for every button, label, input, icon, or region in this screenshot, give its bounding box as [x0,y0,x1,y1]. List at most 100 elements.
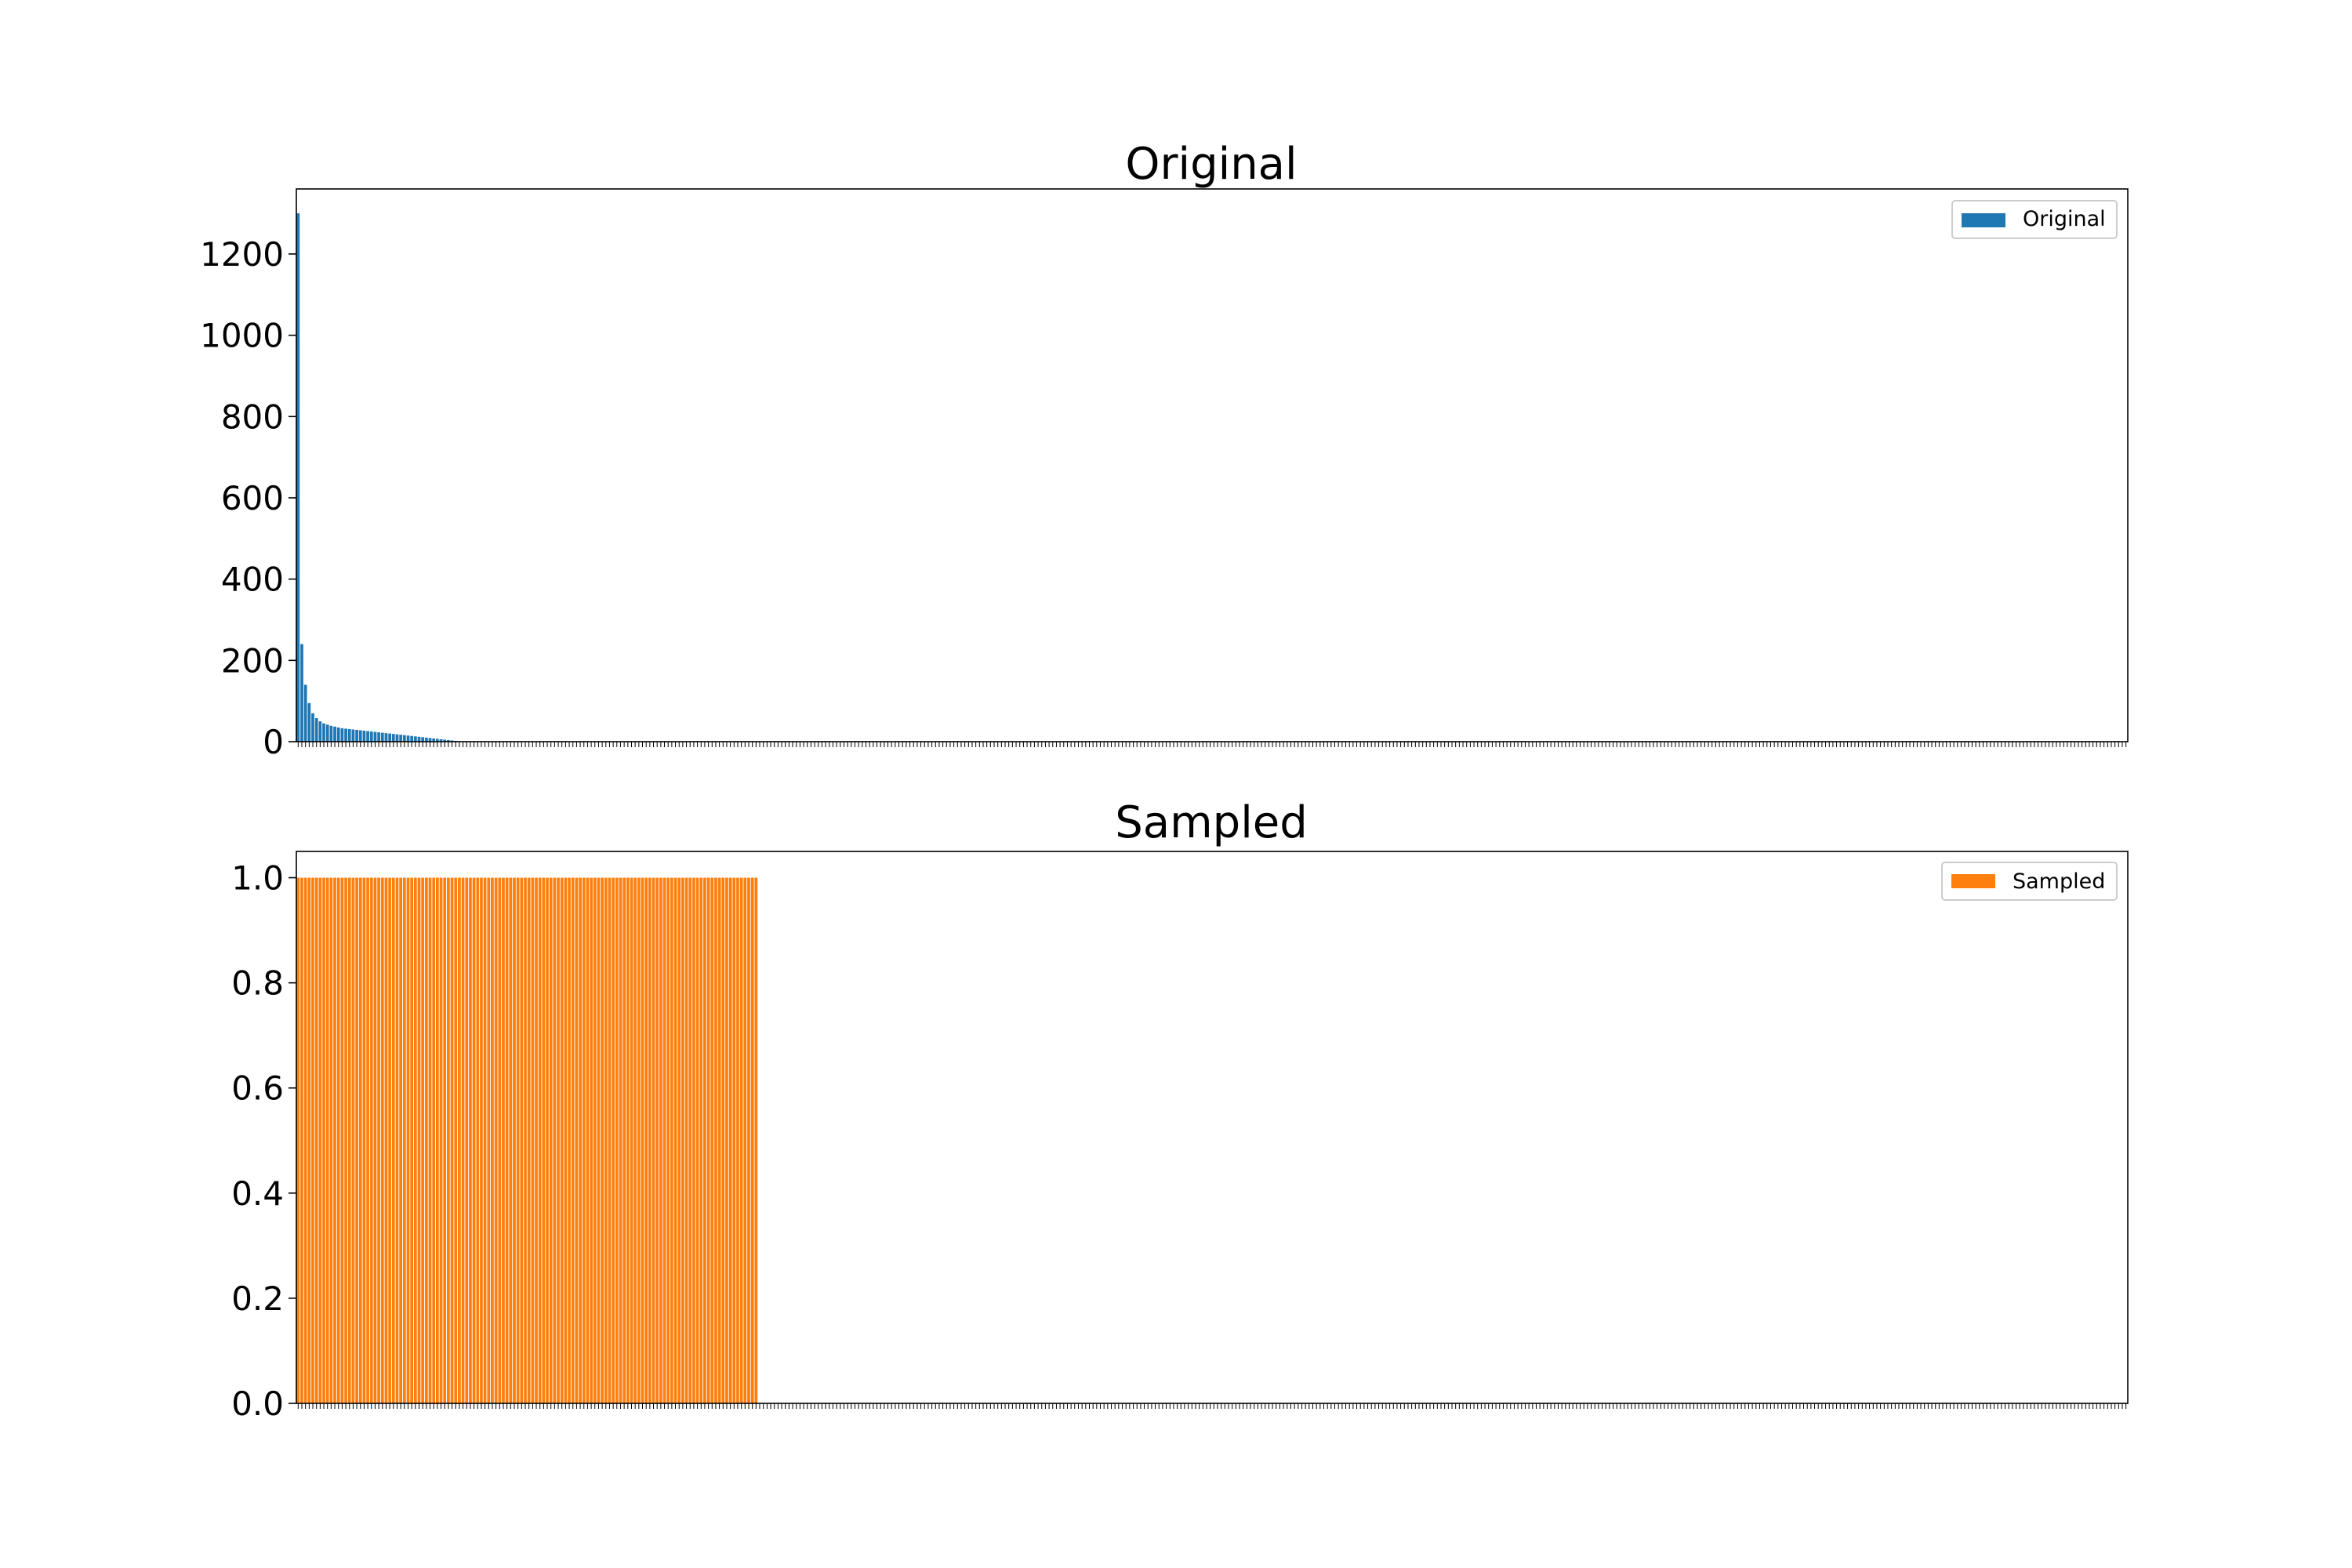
bar [303,684,307,742]
original-x-ticks [297,742,2127,747]
bar [366,877,369,1403]
original-legend: Original [1951,200,2118,239]
bar [670,877,673,1403]
bar [612,877,615,1403]
bar [494,877,498,1403]
bar [655,877,659,1403]
bar [469,877,472,1403]
bar [329,725,333,742]
bar [619,877,622,1403]
bar [710,877,714,1403]
bar [362,731,366,742]
bar [421,877,425,1403]
bar [615,877,619,1403]
bar [410,877,414,1403]
bar [402,735,406,742]
sampled-x-ticks [297,1403,2127,1409]
bar [369,877,373,1403]
bar [336,877,340,1403]
bar [373,731,377,742]
bar [721,877,725,1403]
bar [662,877,666,1403]
bar [480,877,483,1403]
bar [399,735,403,742]
bar [677,877,681,1403]
bar [590,877,593,1403]
bar [699,877,703,1403]
bar [384,733,388,742]
original-legend-label: Original [2023,207,2106,231]
bar [417,736,421,742]
bar [553,877,557,1403]
y-tick-label: 0.6 [231,1069,284,1108]
y-tick-label: 600 [221,479,284,517]
bar [666,877,670,1403]
bar [311,713,314,742]
sampled-bars [296,877,758,1403]
bar [571,877,575,1403]
bar [659,877,662,1403]
bar [307,702,311,742]
bar [725,877,728,1403]
bar [391,877,395,1403]
y-tick-label: 200 [221,641,284,680]
bar [673,877,677,1403]
bar [644,877,648,1403]
bar [336,727,340,742]
bar [491,877,494,1403]
bar [487,877,491,1403]
bar [454,877,458,1403]
bar [630,877,633,1403]
bar [622,877,626,1403]
y-tick-label: 0 [263,723,284,761]
bar [695,877,699,1403]
y-tick-label: 1200 [200,235,284,274]
sampled-legend-box [1941,862,2118,901]
bar [472,877,476,1403]
bar [380,877,384,1403]
bar [395,734,399,742]
bar [424,877,428,1403]
bar [355,729,358,742]
bar [325,724,329,742]
bar [373,877,377,1403]
bar [322,877,325,1403]
bar [505,877,509,1403]
bar [593,877,597,1403]
bar [579,877,582,1403]
bar [443,877,447,1403]
bar [314,717,318,742]
y-tick-label: 1000 [200,317,284,355]
bar [377,877,380,1403]
bar [546,877,549,1403]
bar [641,877,644,1403]
bar [296,213,300,742]
sampled-y-axis: 0.0 0.2 0.4 0.6 0.8 1.0 [231,859,296,1423]
bar [366,731,369,742]
y-tick-label: 800 [221,397,284,436]
bar [432,738,436,742]
original-legend-swatch [1962,213,2005,227]
bar [296,877,300,1403]
bar [351,877,355,1403]
bar [388,877,392,1403]
bar [608,877,612,1403]
bar [358,877,362,1403]
bar [524,877,527,1403]
bar [450,877,454,1403]
y-tick-label: 400 [221,561,284,599]
bar [325,877,329,1403]
bar [402,877,406,1403]
bar [421,737,425,742]
bar [527,877,531,1403]
bar [535,877,538,1403]
bar [498,877,502,1403]
bar [333,877,336,1403]
bar [736,877,739,1403]
bar [300,877,303,1403]
bar [637,877,641,1403]
bar [410,735,414,742]
bar [483,877,487,1403]
bar [652,877,655,1403]
bar [531,877,535,1403]
